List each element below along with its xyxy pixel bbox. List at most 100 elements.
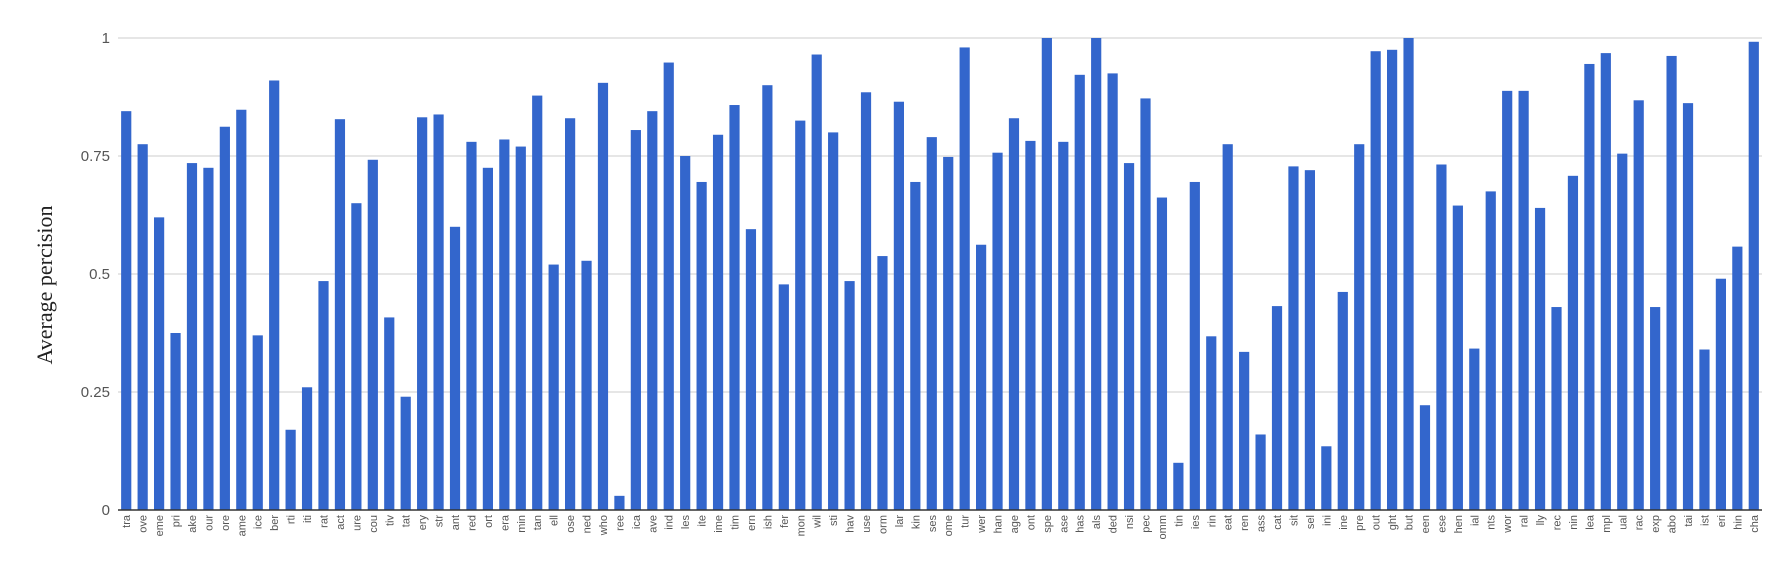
x-tick-label: ure (351, 515, 363, 531)
x-tick-label: lar (894, 515, 906, 528)
bar-rti (285, 429, 296, 510)
x-tick-label: tan (532, 515, 544, 530)
x-tick-label: pri (171, 515, 183, 527)
x-tick-label: sel (1305, 515, 1317, 529)
x-tick-label: iti (302, 515, 314, 523)
bar-has (1074, 74, 1085, 510)
bar-mon (795, 120, 806, 510)
y-tick-label: 0.25 (81, 384, 110, 401)
bar-ont (1025, 140, 1036, 510)
x-tick-label: rin (1206, 515, 1218, 527)
bar-ass (1255, 434, 1266, 510)
x-tick-label: eme (154, 515, 166, 536)
x-tick-label: sti (828, 515, 840, 526)
y-axis-label: Average percision (32, 205, 57, 364)
bar-han (992, 152, 1003, 511)
bar-use (860, 92, 872, 510)
bar-wer (976, 244, 987, 510)
y-tick-label: 0.5 (89, 266, 110, 283)
x-tick-label: hin (1732, 515, 1744, 530)
x-tick-label: ese (1436, 515, 1448, 533)
x-tick-label: out (1371, 515, 1383, 530)
bar-als (1091, 38, 1102, 510)
x-tick-label: ies (1190, 515, 1202, 530)
x-tick-label: ove (138, 515, 150, 533)
bar-tai (1682, 103, 1694, 511)
x-tick-label: ica (631, 514, 643, 529)
x-tick-label: but (1404, 515, 1416, 530)
x-tick-label: ave (647, 515, 659, 533)
bar-ded (1107, 73, 1118, 511)
x-tick-label: has (1075, 515, 1087, 533)
bar-exp (1650, 307, 1661, 510)
x-tick-label: ake (187, 515, 199, 533)
bar-ini (1321, 446, 1332, 510)
bar-nsi (1123, 163, 1135, 510)
bar-ery (417, 117, 428, 511)
y-tick-label: 0 (102, 502, 110, 519)
x-tick-label: les (680, 515, 692, 530)
x-tick-label: ass (1256, 515, 1268, 533)
bar-hin (1732, 246, 1743, 510)
x-tick-label: wer (976, 515, 988, 534)
x-tick-label: ded (1108, 515, 1120, 533)
x-tick-label: rec (1552, 515, 1564, 531)
x-tick-label: eri (1716, 515, 1728, 527)
bar-red (466, 141, 477, 510)
bar-ual (1617, 153, 1628, 510)
x-tick-label: kin (910, 515, 922, 529)
bar-tat (400, 396, 411, 510)
bar-tra (121, 111, 132, 510)
x-tick-label: mpl (1601, 515, 1613, 533)
x-tick-label: omm (1157, 515, 1169, 539)
bar-ses (926, 137, 937, 510)
bar-orm (877, 256, 888, 510)
x-tick-label: ind (664, 515, 676, 530)
x-axis-ticks: tra ove eme pri ake our ore ame ice ber rti iti rat a… (121, 514, 1761, 539)
bar-ort (482, 167, 493, 511)
x-tick-label: ery (417, 515, 429, 531)
x-tick-label: sit (1288, 515, 1300, 526)
bar-mpl (1600, 53, 1611, 510)
x-tick-label: who (598, 515, 610, 536)
x-tick-label: als (1091, 515, 1103, 530)
bar-rat (318, 281, 329, 510)
x-tick-label: rti (286, 515, 298, 524)
x-tick-label: ant (450, 515, 462, 530)
bar-ake (186, 163, 198, 510)
x-tick-label: our (203, 515, 215, 531)
bar-nin (1567, 175, 1579, 510)
gridlines (118, 37, 1762, 393)
x-tick-label: tat (401, 515, 413, 527)
bar-ese (1436, 164, 1447, 510)
x-tick-label: lea (1584, 514, 1596, 530)
bar-ose (565, 118, 576, 511)
bar-eat (1222, 144, 1233, 510)
bar-ind (663, 62, 674, 510)
x-tick-label: act (335, 515, 347, 530)
x-tick-label: tim (730, 515, 742, 530)
bar-ome (943, 156, 954, 510)
bar-tin (1173, 462, 1184, 510)
x-tick-label: ose (565, 515, 577, 533)
bar-hav (844, 281, 855, 510)
x-tick-label: ned (582, 515, 594, 533)
x-tick-label: ern (746, 515, 758, 531)
bars (121, 38, 1759, 511)
x-tick-label: fer (779, 515, 791, 528)
bar-ell (548, 264, 559, 510)
bar-ure (351, 203, 362, 510)
bar-iti (301, 387, 313, 510)
bar-pri (170, 333, 181, 510)
y-axis-ticks: 0 0.25 0.5 0.75 1 (81, 30, 110, 519)
x-tick-label: cou (368, 515, 380, 533)
x-tick-label: ome (943, 515, 955, 536)
x-tick-label: tin (1173, 515, 1185, 527)
bar-tan (532, 95, 543, 511)
y-tick-label: 0.75 (81, 148, 110, 165)
bar-era (499, 139, 510, 511)
x-tick-label: ual (1617, 515, 1629, 530)
x-tick-label: ren (1239, 515, 1251, 531)
x-tick-label: ine (1338, 515, 1350, 530)
